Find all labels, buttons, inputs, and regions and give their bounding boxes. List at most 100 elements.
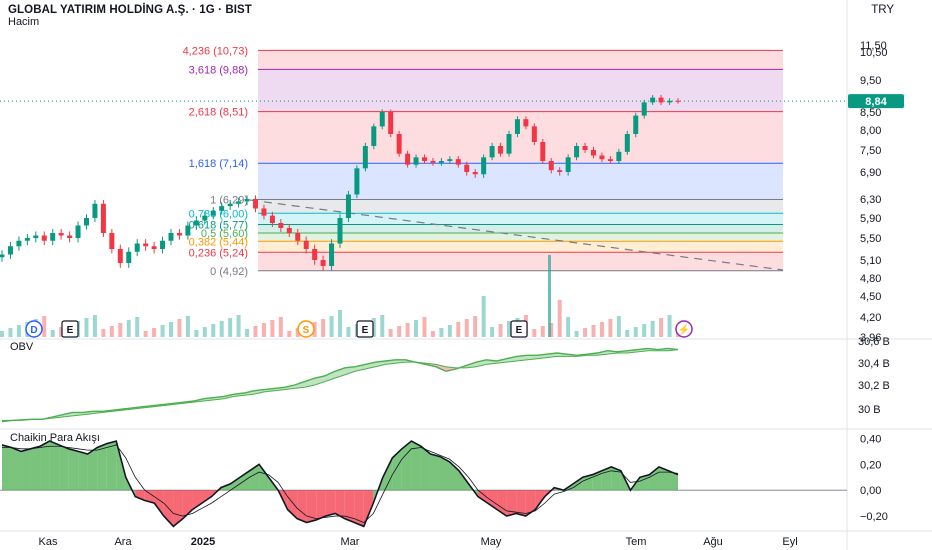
cmf-signal-line (2, 444, 679, 524)
volume-bar (625, 330, 630, 337)
candle (422, 157, 427, 161)
event-marker-split[interactable]: S (297, 320, 315, 338)
price-axis-tick: 11,50 (860, 40, 887, 52)
fib-zone (258, 213, 783, 225)
fib-level-label: 0,382 (5,44) (189, 236, 248, 248)
cmf-fill (154, 490, 164, 517)
currency-label[interactable]: TRY (871, 4, 894, 16)
event-marker-earnings[interactable]: E (356, 320, 374, 338)
event-marker-earnings[interactable]: E (510, 320, 528, 338)
volume-bar (507, 321, 511, 337)
volume-bar (295, 328, 300, 337)
candle (312, 249, 318, 260)
candle (286, 228, 292, 233)
obv-fill (294, 381, 305, 389)
volume-bar (177, 319, 182, 337)
candle (168, 233, 174, 241)
cmf-fill (306, 490, 317, 523)
volume-bar (532, 329, 537, 337)
cmf-fill (649, 466, 659, 491)
cmf-fill (230, 477, 241, 491)
candle (667, 100, 673, 103)
candle (371, 126, 377, 146)
cmf-fill (97, 443, 107, 491)
candle (202, 215, 208, 221)
candle (591, 150, 596, 156)
volume-bar (380, 315, 385, 337)
cmf-fill (68, 448, 79, 491)
obv-axis-tick: 30,2 B (858, 380, 890, 392)
candle (75, 225, 81, 238)
candle (210, 210, 216, 216)
candle (193, 220, 199, 226)
cmf-fill (668, 470, 678, 491)
cmf-fill (316, 490, 326, 520)
event-marker-earnings[interactable]: E (61, 320, 79, 338)
volume-bar (481, 296, 486, 337)
event-marker-news[interactable]: ⚡ (675, 320, 693, 338)
cmf-fill (2, 444, 12, 491)
candle (295, 233, 301, 241)
volume-bar (59, 327, 64, 337)
fib-level-label: 4,236 (10,73) (183, 45, 248, 57)
volume-bar (338, 310, 342, 337)
volume-bar (346, 327, 351, 337)
candle (379, 112, 385, 127)
candle (160, 240, 166, 249)
time-axis-label: Kas (39, 536, 58, 548)
cmf-axis-tick: 0,20 (860, 459, 881, 471)
candle (438, 161, 444, 163)
candle (523, 119, 529, 127)
obv-signal-line (2, 349, 679, 421)
candle (117, 249, 123, 263)
candle (616, 151, 622, 161)
candle (345, 194, 351, 218)
candle (151, 246, 157, 249)
volume-bar (321, 319, 326, 337)
price-axis-tick: 4,20 (860, 312, 881, 324)
cmf-fill (201, 490, 212, 504)
fib-level-label: 0 (4,92) (210, 266, 248, 278)
fib-level-label: 0,5 (5,60) (201, 228, 248, 240)
volume-bar (101, 329, 106, 337)
volume-bar (253, 326, 258, 337)
volume-bar (549, 323, 554, 337)
cmf-fill (411, 441, 421, 491)
volume-bar (464, 319, 469, 337)
volume-bar (109, 326, 114, 337)
candle (633, 115, 639, 134)
volume-bar (118, 323, 123, 337)
volume-bar (371, 318, 376, 337)
candle (582, 146, 588, 150)
candle (565, 157, 571, 172)
candle (92, 203, 98, 218)
candle (498, 146, 504, 154)
volume-bar (540, 326, 545, 337)
volume-bar (0, 331, 4, 337)
cmf-fill (354, 490, 364, 527)
volume-bar (194, 330, 199, 337)
last-price-tag (848, 94, 904, 109)
candle (658, 97, 664, 103)
cmf-fill (116, 441, 126, 491)
candle (67, 235, 73, 238)
svg-text:⚡: ⚡ (678, 323, 690, 336)
cmf-fill (106, 441, 117, 491)
event-marker-dividend[interactable]: D (25, 320, 43, 338)
cmf-fill (59, 444, 69, 491)
chart-title: GLOBAL YATIRIM HOLDİNG A.Ş. · 1G · BIST (8, 4, 252, 16)
price-axis-tick: 4,80 (860, 273, 881, 285)
volume-bar (202, 327, 207, 337)
cmf-fill (525, 490, 536, 517)
candle (219, 206, 225, 211)
obv-axis-tick: 30,6 B (858, 336, 890, 348)
cmf-fill (573, 477, 583, 491)
candle (24, 238, 30, 241)
candle (506, 134, 512, 154)
fib-level-label: 0,236 (5,24) (189, 247, 248, 259)
price-axis-tick: 8,00 (860, 125, 881, 137)
candle (329, 243, 335, 266)
candle (489, 146, 495, 158)
volume-bar (278, 317, 283, 337)
